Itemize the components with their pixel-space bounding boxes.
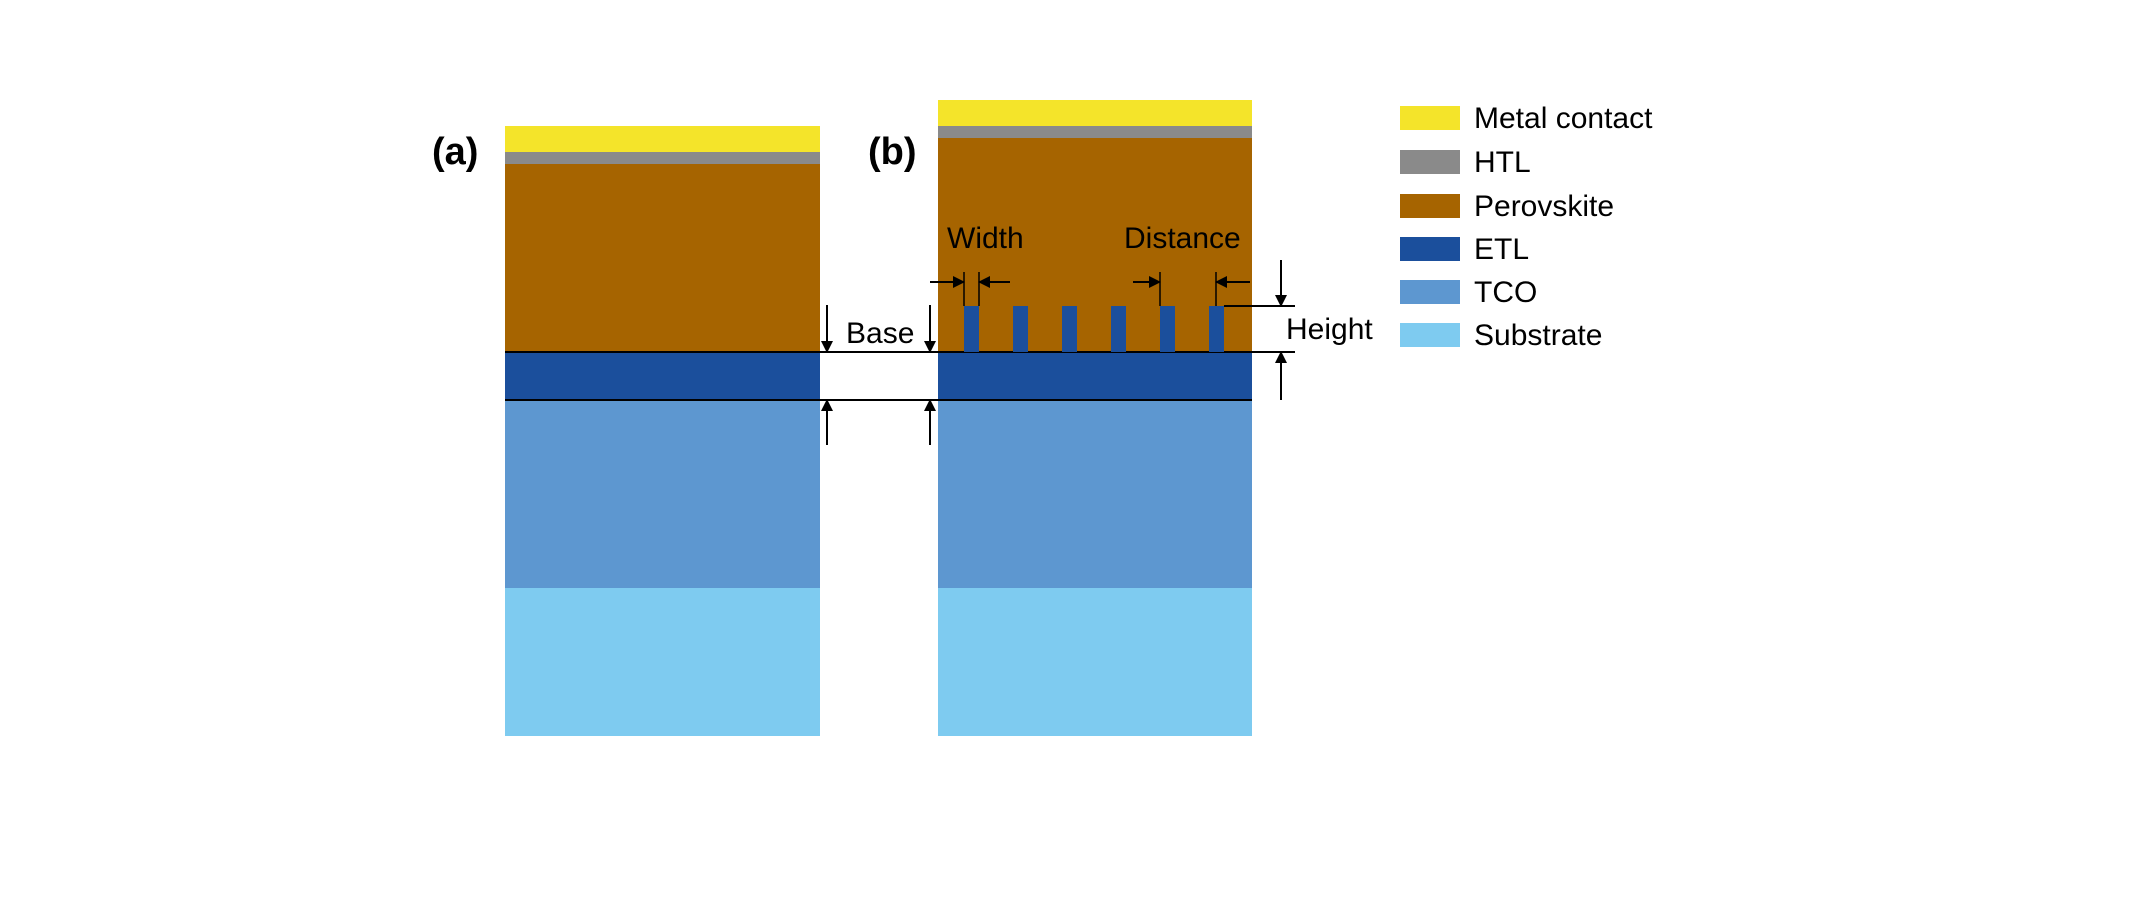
legend-swatch-perovskite [1400, 194, 1460, 218]
height-label: Height [1286, 313, 1373, 346]
panel-b-tco-layer [938, 400, 1252, 588]
panel-a-perovskite-layer [505, 164, 820, 352]
base-label: Base [846, 317, 914, 350]
panel-b-substrate-layer [938, 588, 1252, 736]
etl-nanopillar [1013, 306, 1028, 352]
panel-b-etl-layer [938, 352, 1252, 400]
panel-a-substrate-layer [505, 588, 820, 736]
legend-label-perovskite: Perovskite [1474, 190, 1614, 223]
base-dimension: Base [820, 305, 938, 445]
legend-swatch-etl [1400, 237, 1460, 261]
panel-a-label: (a) [432, 131, 478, 173]
panel-a-etl-layer [505, 352, 820, 400]
legend-label-htl: HTL [1474, 146, 1531, 179]
distance-dimension: Distance [1124, 222, 1250, 306]
legend-label-tco: TCO [1474, 276, 1537, 309]
width-label: Width [947, 222, 1024, 255]
legend-item-tco: TCO [1400, 276, 1537, 309]
legend-item-perovskite: Perovskite [1400, 190, 1614, 223]
panel-b-perovskite-layer [938, 138, 1252, 352]
panel-a-tco-layer [505, 400, 820, 588]
panel-a: (a) [432, 126, 820, 736]
legend-swatch-metal [1400, 106, 1460, 130]
width-dimension: Width [930, 222, 1024, 306]
legend-item-etl: ETL [1400, 233, 1529, 266]
legend-label-metal: Metal contact [1474, 102, 1653, 135]
legend: Metal contact HTL Perovskite ETL TCO Sub… [1400, 102, 1653, 352]
panel-b: (b) [868, 100, 1252, 736]
panel-b-metal-layer [938, 100, 1252, 126]
panel-a-metal-layer [505, 126, 820, 152]
panel-b-htl-layer [938, 126, 1252, 138]
legend-item-htl: HTL [1400, 146, 1531, 179]
panel-a-htl-layer [505, 152, 820, 164]
etl-nanopillar [1111, 306, 1126, 352]
legend-item-substrate: Substrate [1400, 319, 1602, 352]
legend-label-etl: ETL [1474, 233, 1529, 266]
height-dimension: Height [1224, 260, 1373, 400]
etl-nanopillar [964, 306, 979, 352]
legend-label-substrate: Substrate [1474, 319, 1602, 352]
distance-label: Distance [1124, 222, 1241, 255]
panel-b-label: (b) [868, 131, 917, 173]
legend-swatch-htl [1400, 150, 1460, 174]
etl-nanopillar [1160, 306, 1175, 352]
etl-nanopillar [1209, 306, 1224, 352]
legend-swatch-tco [1400, 280, 1460, 304]
etl-nanopillar [1062, 306, 1077, 352]
legend-swatch-substrate [1400, 323, 1460, 347]
legend-item-metal: Metal contact [1400, 102, 1653, 135]
